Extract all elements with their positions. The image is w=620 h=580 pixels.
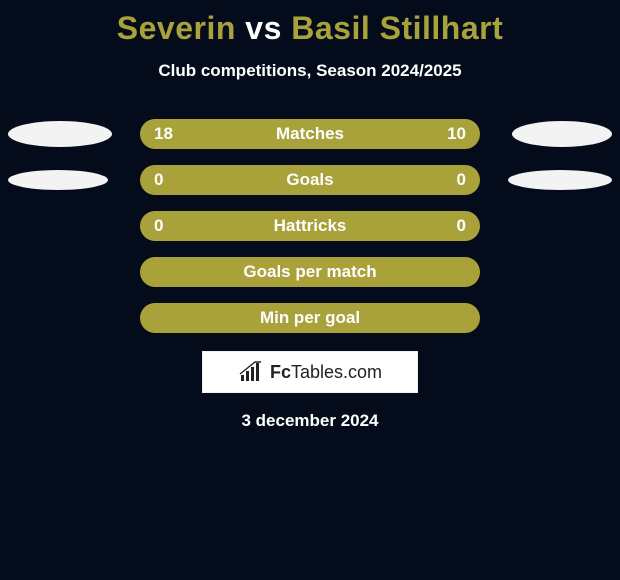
bar-chart-icon xyxy=(238,361,264,383)
player2-indicator-ellipse xyxy=(512,121,612,147)
stat-bar: Min per goal xyxy=(140,303,480,333)
stat-left-value: 0 xyxy=(154,170,184,190)
stat-row: Min per goal xyxy=(0,303,620,333)
stat-bar: 0 Hattricks 0 xyxy=(140,211,480,241)
stat-label: Hattricks xyxy=(184,216,436,236)
stats-rows: 18 Matches 10 0 Goals 0 0 Hattricks 0 xyxy=(0,119,620,333)
stat-row: 0 Hattricks 0 xyxy=(0,211,620,241)
stat-label: Goals per match xyxy=(184,262,436,282)
stat-label: Matches xyxy=(184,124,436,144)
player1-indicator-ellipse xyxy=(8,121,112,147)
vs-label: vs xyxy=(245,10,282,46)
stat-bar: 18 Matches 10 xyxy=(140,119,480,149)
player1-indicator-ellipse xyxy=(8,170,108,190)
stat-left-value: 18 xyxy=(154,124,184,144)
stat-right-value: 10 xyxy=(436,124,466,144)
logo-text: FcTables.com xyxy=(270,362,382,383)
stat-row: 0 Goals 0 xyxy=(0,165,620,195)
stat-bar: Goals per match xyxy=(140,257,480,287)
stat-right-value: 0 xyxy=(436,170,466,190)
stat-left-value: 0 xyxy=(154,216,184,236)
player2-name: Basil Stillhart xyxy=(291,10,503,46)
stat-row: Goals per match xyxy=(0,257,620,287)
stat-row: 18 Matches 10 xyxy=(0,119,620,149)
stat-bar: 0 Goals 0 xyxy=(140,165,480,195)
date-label: 3 december 2024 xyxy=(0,411,620,431)
stat-right-value: 0 xyxy=(436,216,466,236)
comparison-infographic: Severin vs Basil Stillhart Club competit… xyxy=(0,0,620,580)
logo-text-tables: Tables.com xyxy=(291,362,382,382)
fctables-logo: FcTables.com xyxy=(202,351,418,393)
player2-indicator-ellipse xyxy=(508,170,612,190)
stat-label: Min per goal xyxy=(184,308,436,328)
logo-text-fc: Fc xyxy=(270,362,291,382)
stat-label: Goals xyxy=(184,170,436,190)
page-title: Severin vs Basil Stillhart xyxy=(0,0,620,47)
player1-name: Severin xyxy=(117,10,236,46)
subtitle: Club competitions, Season 2024/2025 xyxy=(0,61,620,81)
